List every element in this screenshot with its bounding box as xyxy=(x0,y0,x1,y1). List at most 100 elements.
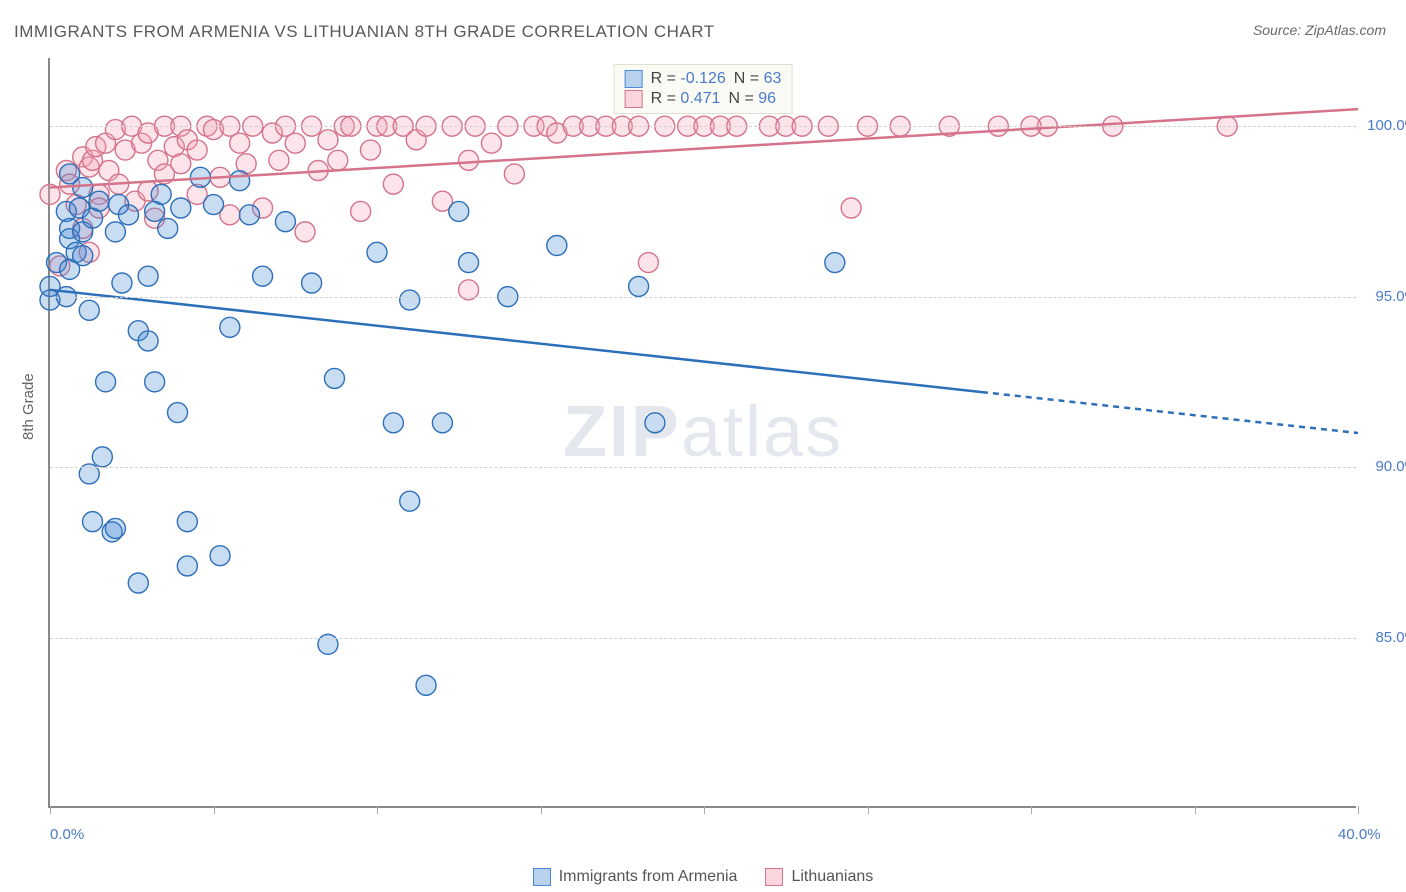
scatter-point xyxy=(629,276,649,296)
trend-line xyxy=(50,290,982,392)
grid-line-h xyxy=(50,638,1356,639)
trend-line-extrapolated xyxy=(982,392,1358,433)
scatter-point xyxy=(177,512,197,532)
x-tick xyxy=(541,806,542,814)
y-tick-label: 85.0% xyxy=(1375,629,1406,646)
scatter-point xyxy=(324,368,344,388)
scatter-point xyxy=(302,273,322,293)
legend-series: Immigrants from Armenia Lithuanians xyxy=(0,868,1406,886)
scatter-point xyxy=(638,253,658,273)
x-tick xyxy=(50,806,51,814)
scatter-point xyxy=(841,198,861,218)
scatter-point xyxy=(105,222,125,242)
scatter-point xyxy=(269,150,289,170)
scatter-point xyxy=(504,164,524,184)
scatter-svg xyxy=(50,58,1356,806)
y-tick-label: 100.0% xyxy=(1367,117,1406,134)
grid-line-h xyxy=(50,297,1356,298)
scatter-point xyxy=(295,222,315,242)
legend-label: Immigrants from Armenia xyxy=(559,868,738,886)
legend-swatch xyxy=(533,868,551,886)
legend-item: Lithuanians xyxy=(765,868,873,886)
scatter-point xyxy=(400,491,420,511)
scatter-point xyxy=(79,300,99,320)
scatter-point xyxy=(187,140,207,160)
scatter-point xyxy=(92,447,112,467)
scatter-point xyxy=(118,205,138,225)
scatter-point xyxy=(230,171,250,191)
chart-title: IMMIGRANTS FROM ARMENIA VS LITHUANIAN 8T… xyxy=(14,22,715,42)
scatter-point xyxy=(230,133,250,153)
scatter-point xyxy=(128,573,148,593)
scatter-point xyxy=(158,218,178,238)
legend-r: R = 0.471 xyxy=(651,90,721,108)
legend-correlation-box: R = -0.126N = 63R = 0.471 N = 96 xyxy=(614,64,793,114)
scatter-point xyxy=(432,413,452,433)
x-tick-label: 0.0% xyxy=(50,826,84,843)
scatter-point xyxy=(73,246,93,266)
scatter-point xyxy=(253,266,273,286)
scatter-point xyxy=(328,150,348,170)
x-tick xyxy=(1031,806,1032,814)
scatter-point xyxy=(416,675,436,695)
scatter-point xyxy=(138,331,158,351)
scatter-point xyxy=(449,201,469,221)
scatter-point xyxy=(459,150,479,170)
x-tick xyxy=(377,806,378,814)
grid-line-h xyxy=(50,467,1356,468)
scatter-point xyxy=(177,556,197,576)
legend-item: Immigrants from Armenia xyxy=(533,868,738,886)
y-tick-label: 95.0% xyxy=(1375,288,1406,305)
scatter-point xyxy=(360,140,380,160)
scatter-point xyxy=(204,195,224,215)
scatter-point xyxy=(400,290,420,310)
scatter-point xyxy=(210,546,230,566)
scatter-point xyxy=(171,154,191,174)
scatter-point xyxy=(168,403,188,423)
y-axis-label: 8th Grade xyxy=(20,373,37,440)
scatter-point xyxy=(83,512,103,532)
scatter-point xyxy=(145,372,165,392)
scatter-point xyxy=(239,205,259,225)
grid-line-h xyxy=(50,126,1356,127)
x-tick xyxy=(214,806,215,814)
scatter-point xyxy=(151,184,171,204)
scatter-point xyxy=(825,253,845,273)
legend-swatch xyxy=(765,868,783,886)
scatter-point xyxy=(645,413,665,433)
scatter-point xyxy=(318,130,338,150)
scatter-point xyxy=(89,191,109,211)
plot-area: ZIPatlas R = -0.126N = 63R = 0.471N = 96… xyxy=(48,58,1356,808)
x-tick xyxy=(1195,806,1196,814)
scatter-point xyxy=(383,174,403,194)
legend-n: N = 96 xyxy=(728,90,776,108)
scatter-point xyxy=(96,372,116,392)
scatter-point xyxy=(138,266,158,286)
x-tick xyxy=(868,806,869,814)
scatter-point xyxy=(367,242,387,262)
scatter-point xyxy=(275,212,295,232)
legend-correlation-row: R = -0.126N = 63 xyxy=(625,69,782,89)
scatter-point xyxy=(459,253,479,273)
legend-label: Lithuanians xyxy=(791,868,873,886)
legend-correlation-row: R = 0.471 N = 96 xyxy=(625,89,782,109)
scatter-point xyxy=(112,273,132,293)
legend-r: R = -0.126 xyxy=(651,70,726,88)
scatter-point xyxy=(285,133,305,153)
x-tick xyxy=(1358,806,1359,814)
x-tick xyxy=(704,806,705,814)
y-tick-label: 90.0% xyxy=(1375,458,1406,475)
correlation-chart: IMMIGRANTS FROM ARMENIA VS LITHUANIAN 8T… xyxy=(0,0,1406,892)
scatter-point xyxy=(351,201,371,221)
legend-swatch xyxy=(625,90,643,108)
scatter-point xyxy=(383,413,403,433)
x-tick-label: 40.0% xyxy=(1338,826,1381,843)
scatter-point xyxy=(547,236,567,256)
scatter-point xyxy=(105,518,125,538)
scatter-point xyxy=(481,133,501,153)
scatter-point xyxy=(73,178,93,198)
scatter-point xyxy=(220,317,240,337)
scatter-point xyxy=(171,198,191,218)
chart-source: Source: ZipAtlas.com xyxy=(1253,22,1386,38)
legend-swatch xyxy=(625,70,643,88)
